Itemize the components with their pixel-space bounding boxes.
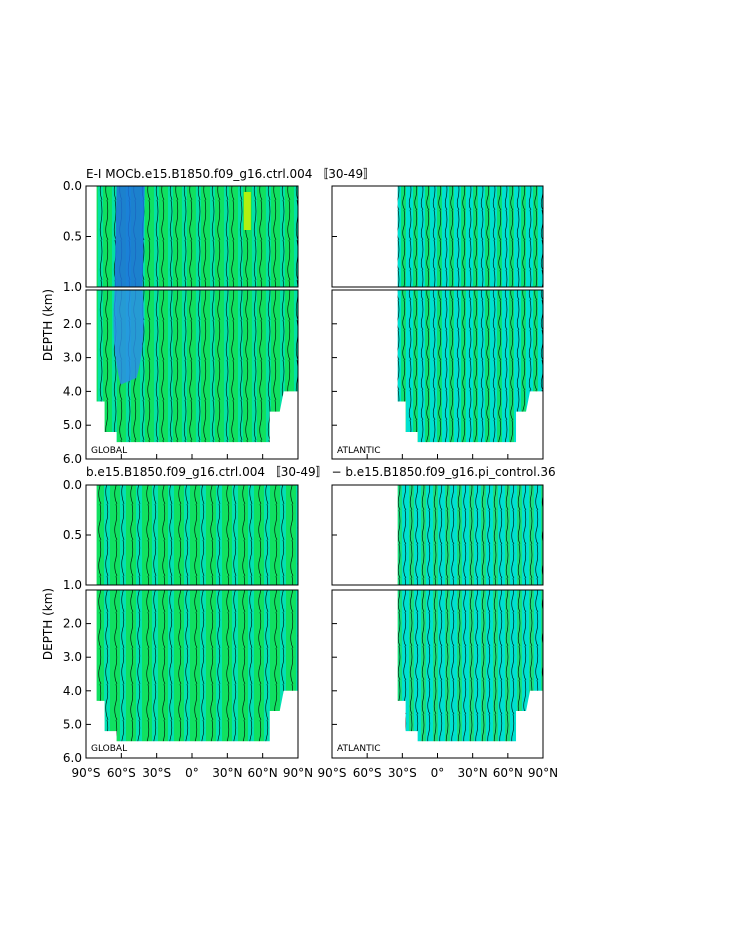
figure-title: b.e15.B1850.f09_g16.ctrl.004 〚30-49〛 − b…	[86, 465, 556, 479]
x-tick-label: 90°N	[528, 766, 558, 780]
x-tick-label: 0°	[431, 766, 445, 780]
y-tick-label: 6.0	[63, 452, 82, 466]
contour-field-lower	[96, 290, 298, 443]
panel-label: ATLANTIC	[337, 446, 381, 456]
contour-field-upper	[397, 186, 543, 287]
x-tick-label: 90°N	[283, 766, 313, 780]
y-axis-label: DEPTH (km)	[41, 289, 55, 361]
y-tick-label: 2.0	[63, 617, 82, 631]
y-tick-label: 0.0	[63, 179, 82, 193]
x-tick-label: 90°S	[72, 766, 101, 780]
contour-field-lower	[397, 290, 543, 443]
panel-label: GLOBAL	[91, 446, 127, 456]
y-tick-label: 6.0	[63, 751, 82, 765]
contour-field-upper	[397, 485, 543, 585]
y-axis-label: DEPTH (km)	[41, 588, 55, 660]
y-tick-label: 5.0	[63, 418, 82, 432]
contour-field-lower	[397, 590, 543, 742]
y-tick-label: 4.0	[63, 384, 82, 398]
x-tick-label: 30°S	[388, 766, 417, 780]
x-tick-label: 90°S	[318, 766, 347, 780]
positive-cell-upper	[243, 192, 251, 230]
y-tick-label: 0.5	[63, 528, 82, 542]
x-tick-label: 60°S	[107, 766, 136, 780]
contour-field-lower	[96, 590, 298, 742]
y-tick-label: 3.0	[63, 650, 82, 664]
y-tick-label: 4.0	[63, 684, 82, 698]
panel-label: ATLANTIC	[337, 744, 381, 754]
y-tick-label: 0.5	[63, 230, 82, 244]
cell-lower	[113, 290, 144, 385]
panel-label: GLOBAL	[91, 744, 127, 754]
x-tick-label: 30°N	[458, 766, 488, 780]
y-tick-label: 2.0	[63, 317, 82, 331]
x-tick-label: 60°S	[353, 766, 382, 780]
y-tick-label: 1.0	[63, 280, 82, 294]
cell-upper	[114, 186, 145, 287]
x-tick-label: 30°S	[142, 766, 171, 780]
x-tick-label: 30°N	[212, 766, 242, 780]
x-tick-label: 60°N	[493, 766, 523, 780]
y-tick-label: 5.0	[63, 717, 82, 731]
y-tick-label: 0.0	[63, 478, 82, 492]
figure-title: E-I MOCb.e15.B1850.f09_g16.ctrl.004 〚30-…	[86, 167, 375, 181]
x-tick-label: 0°	[185, 766, 199, 780]
contour-field-upper	[96, 485, 298, 585]
x-tick-label: 60°N	[248, 766, 278, 780]
y-tick-label: 1.0	[63, 578, 82, 592]
y-tick-label: 3.0	[63, 351, 82, 365]
